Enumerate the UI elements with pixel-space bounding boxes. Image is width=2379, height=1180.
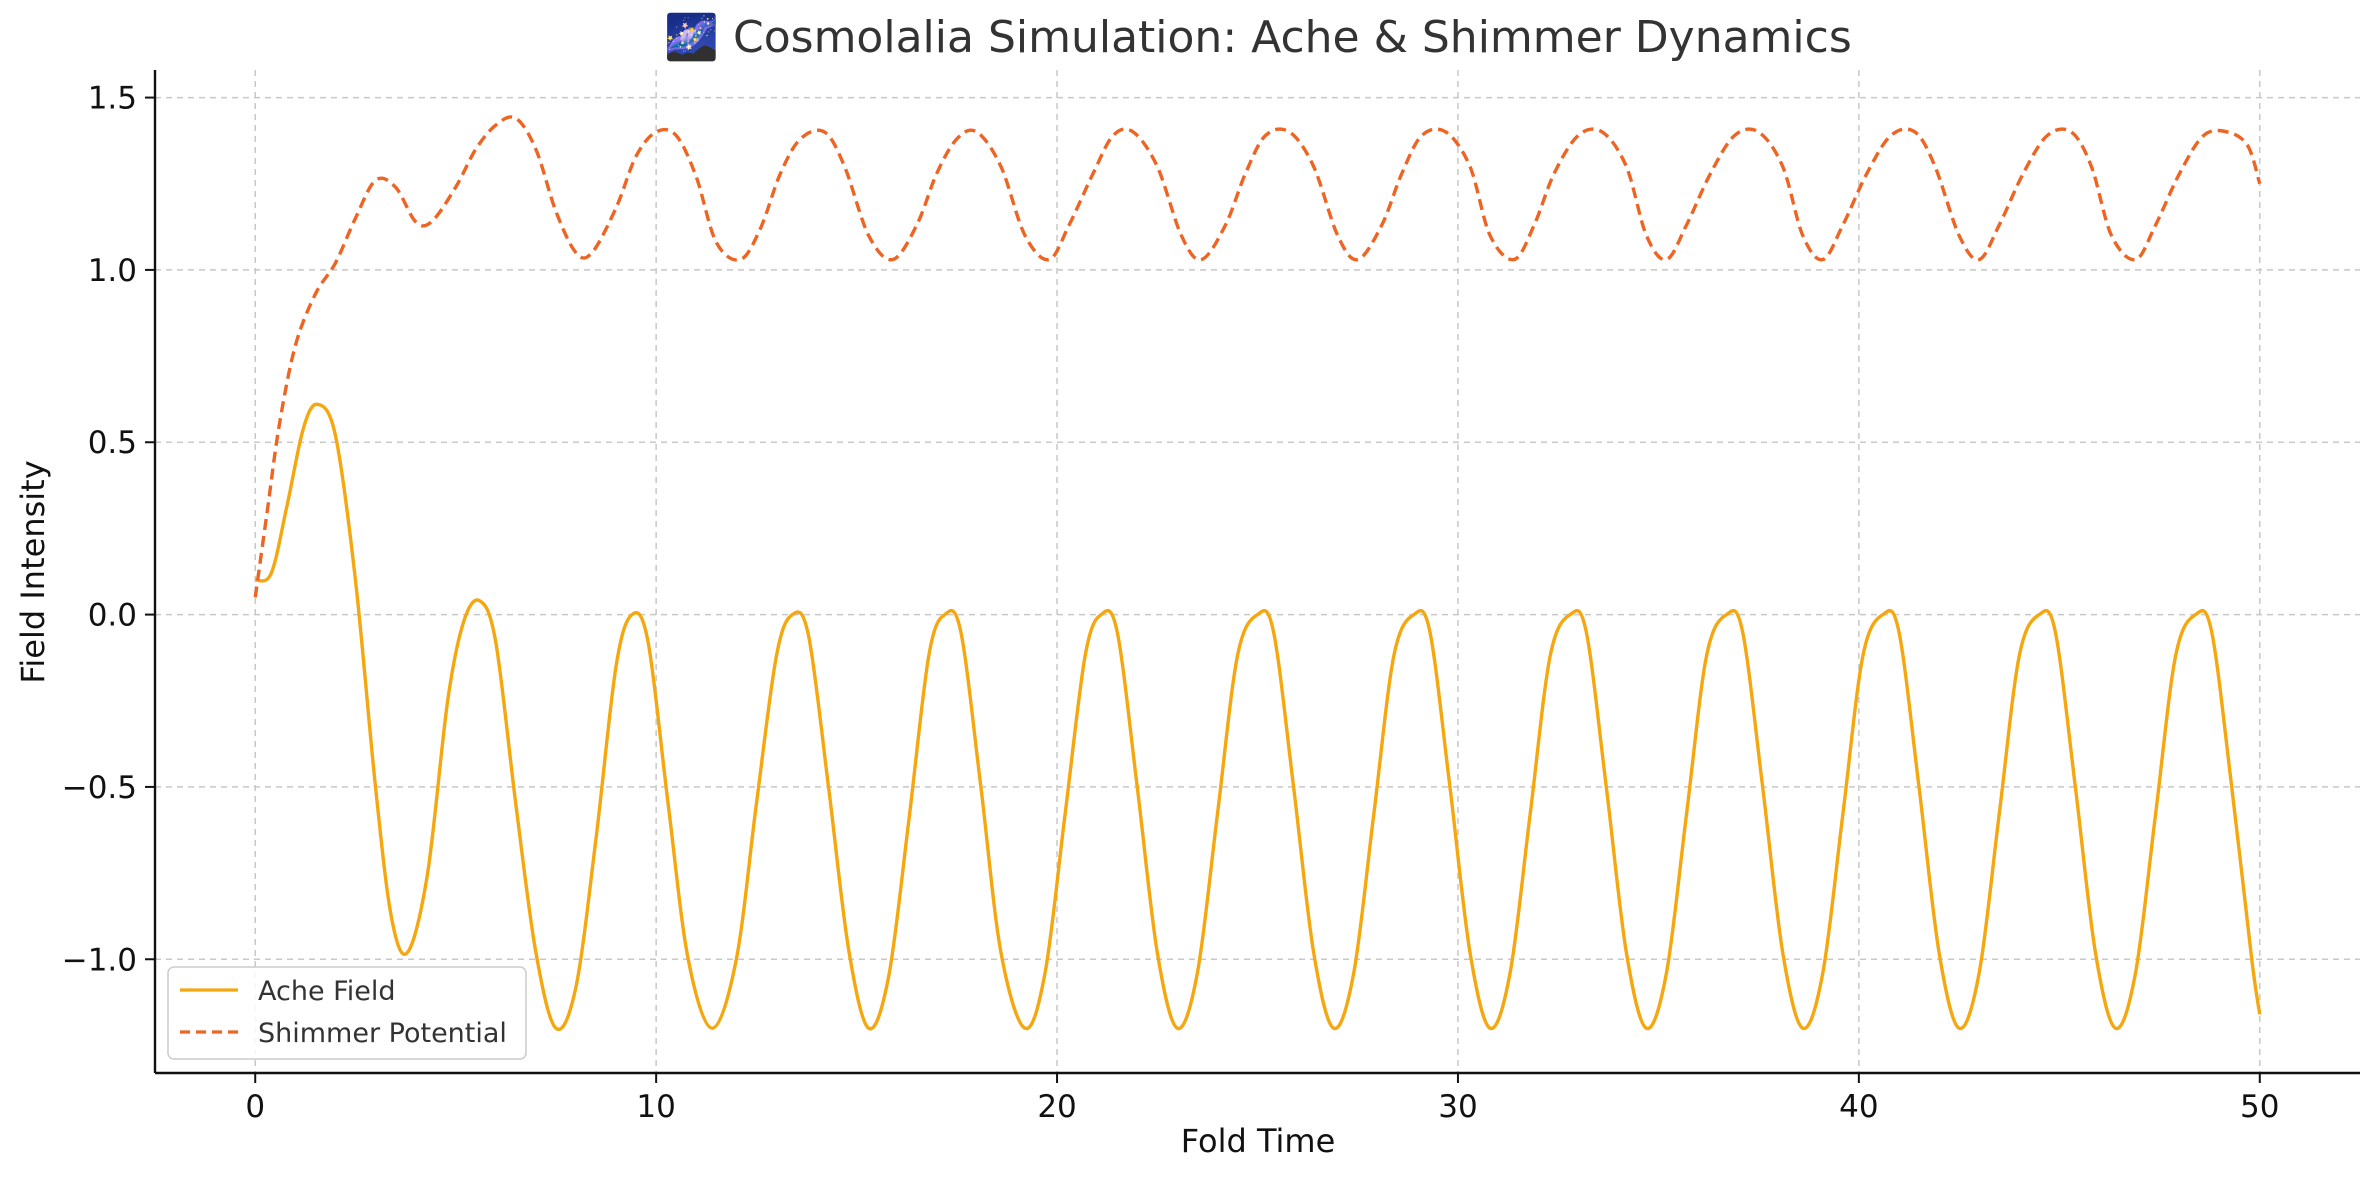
x-tick-label: 50	[2240, 1089, 2279, 1125]
y-tick-label: 0.0	[88, 598, 137, 634]
legend: Ache Field Shimmer Potential	[167, 966, 527, 1060]
legend-label-shimmer-potential: Shimmer Potential	[258, 1018, 507, 1049]
grid-lines	[155, 70, 2360, 1073]
y-axis-ticks: −1.0 −0.5 0.0 0.5 1.0 1.5	[62, 81, 155, 978]
series-line-shimmer-potential	[253, 115, 2262, 598]
y-tick-label: 1.0	[88, 253, 137, 289]
x-tick-label: 40	[1839, 1089, 1878, 1125]
x-axis-label: Fold Time	[1181, 1122, 1336, 1160]
y-tick-label: −1.0	[62, 942, 137, 978]
x-tick-label: 30	[1438, 1089, 1477, 1125]
y-tick-label: 0.5	[88, 425, 137, 461]
x-tick-label: 10	[636, 1089, 675, 1125]
legend-box	[167, 966, 527, 1060]
x-tick-label: 20	[1037, 1089, 1076, 1125]
legend-label-ache-field: Ache Field	[258, 976, 395, 1007]
y-axis-label: Field Intensity	[14, 460, 52, 683]
x-axis-ticks: 0 10 20 30 40 50	[245, 1073, 2279, 1125]
y-tick-label: 1.5	[88, 81, 137, 117]
series-line-ache-field	[254, 402, 2262, 1032]
chart-title: 🌌 Cosmolalia Simulation: Ache & Shimmer …	[664, 12, 1852, 63]
series-layer	[253, 115, 2262, 1032]
x-tick-label: 0	[245, 1089, 265, 1125]
y-tick-label: −0.5	[62, 770, 137, 806]
